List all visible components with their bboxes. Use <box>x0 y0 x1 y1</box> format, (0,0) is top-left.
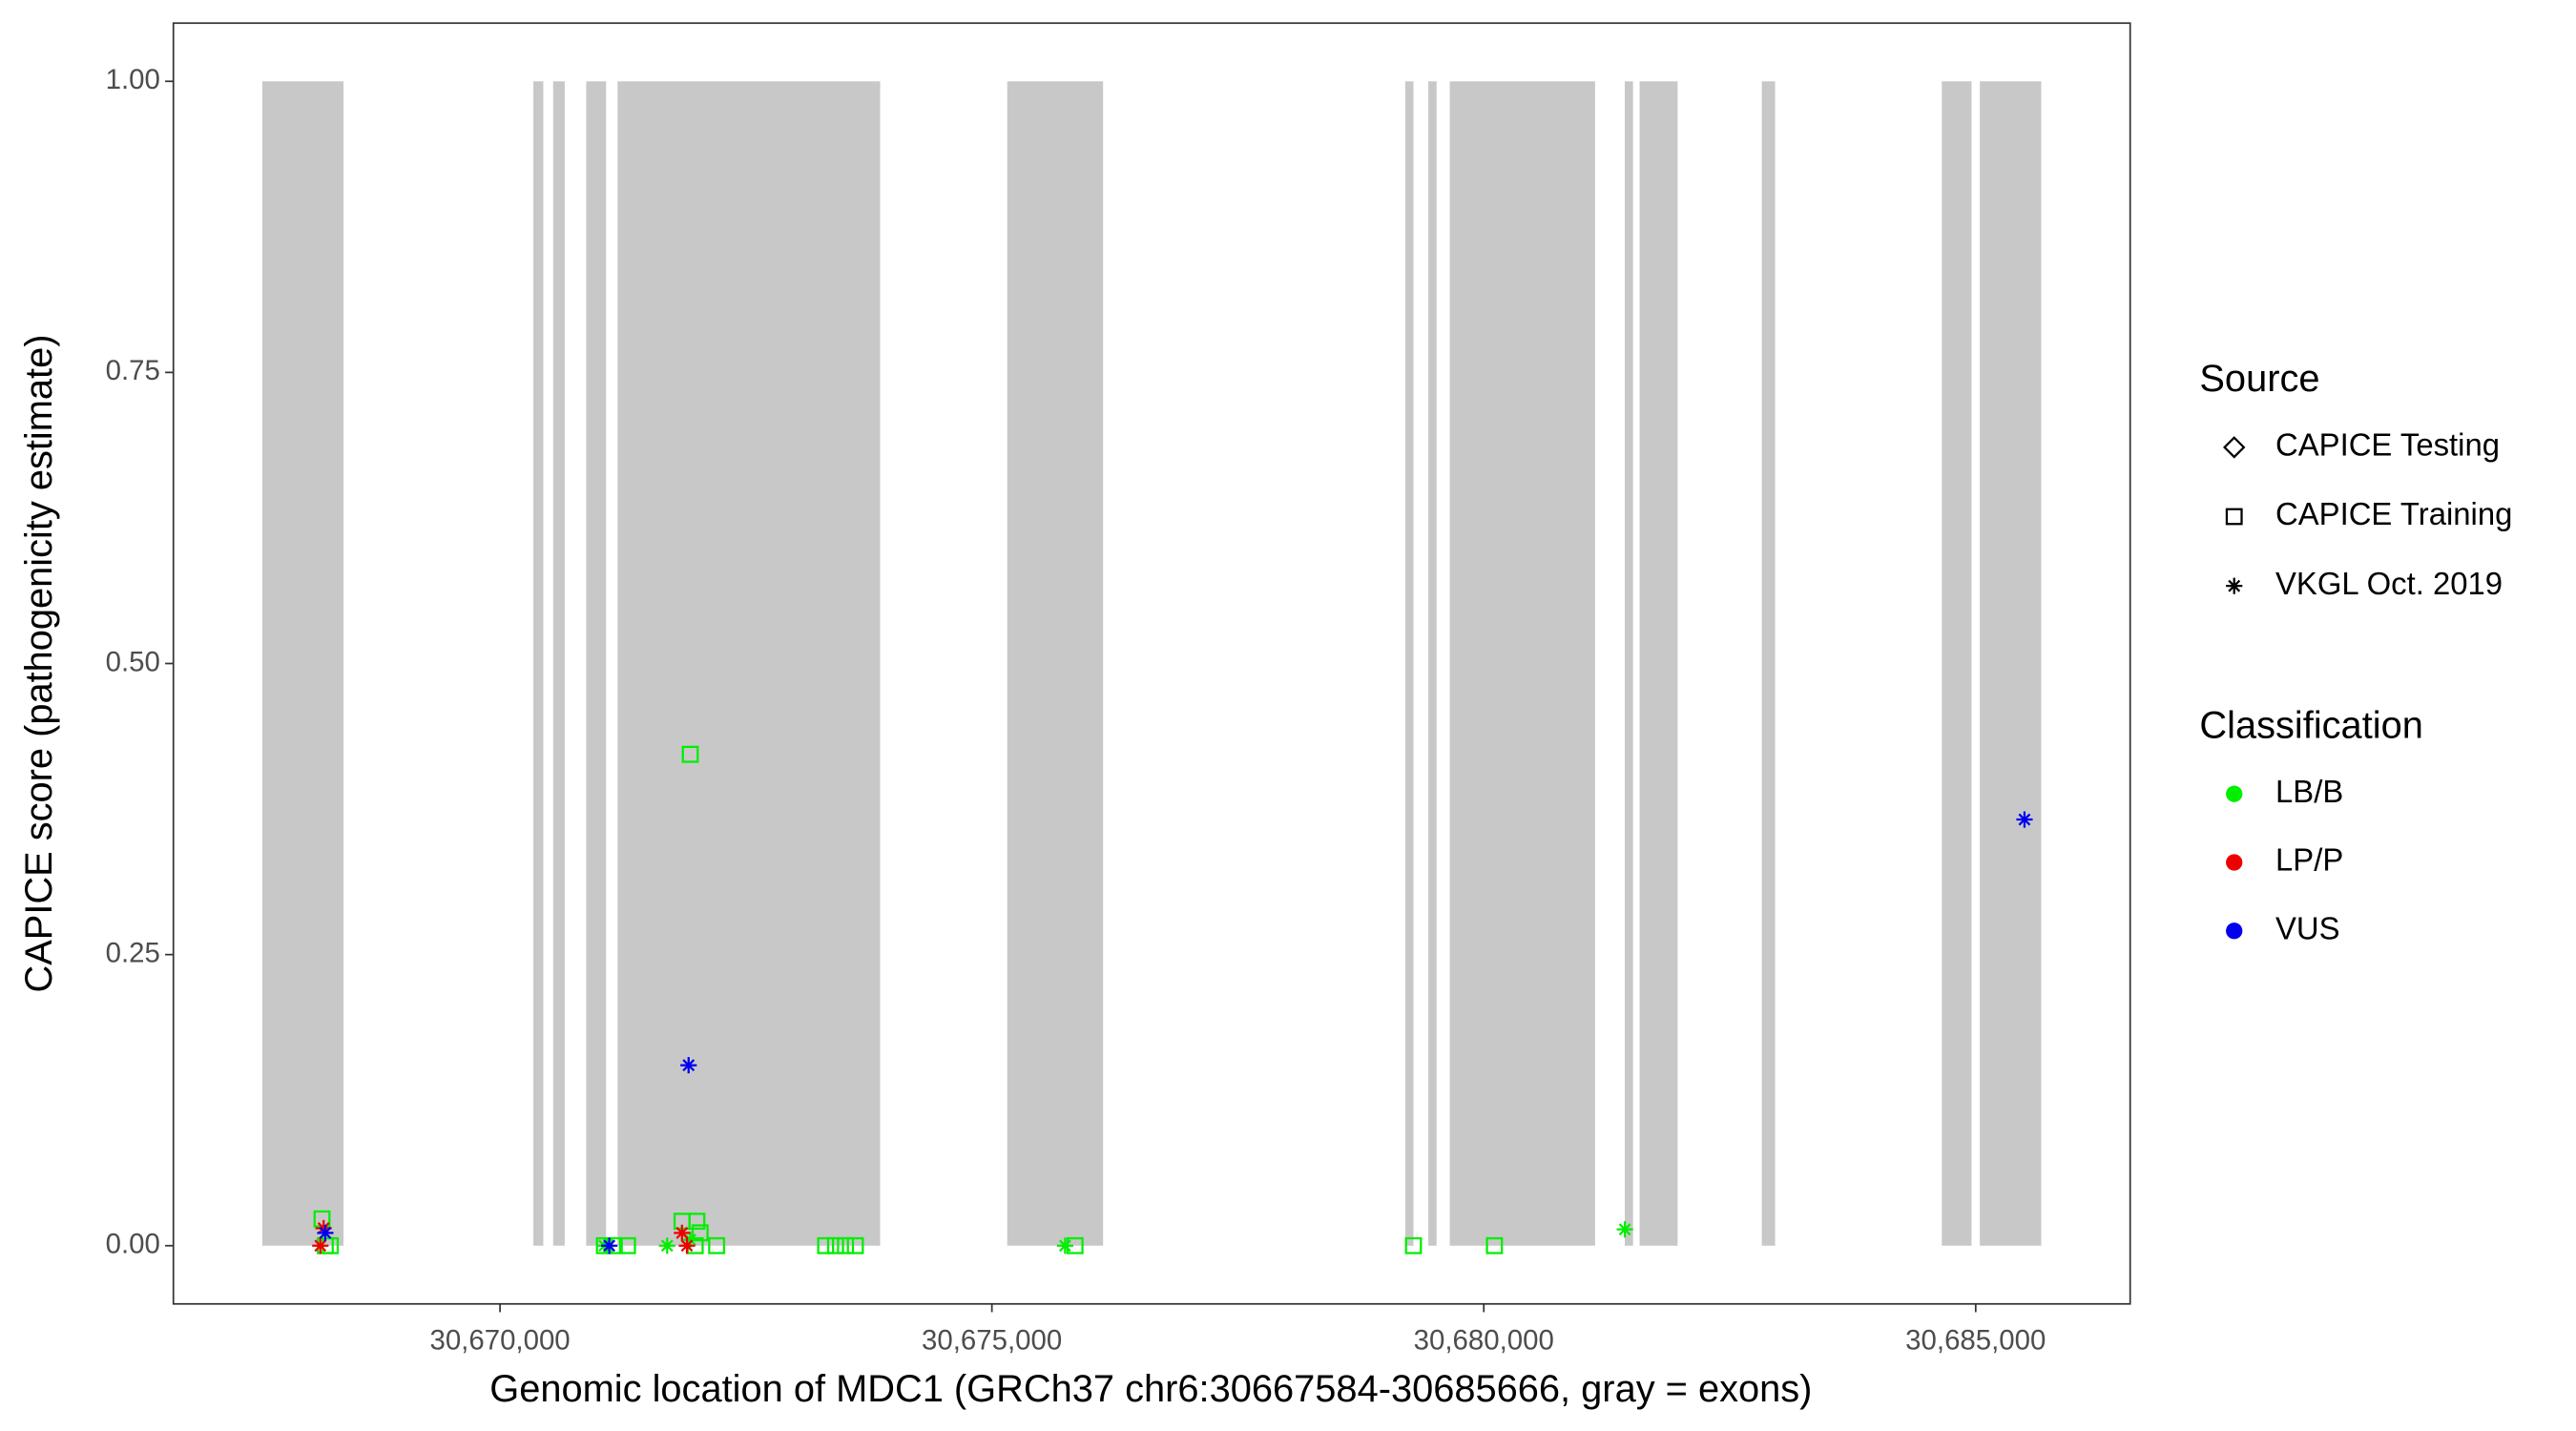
exon <box>1428 81 1437 1246</box>
legend-label: CAPICE Testing <box>2275 427 2500 463</box>
legend-label: VKGL Oct. 2019 <box>2275 566 2503 601</box>
point <box>313 1210 331 1228</box>
exon <box>261 81 344 1246</box>
legend-key <box>2223 436 2246 459</box>
legend-label: LP/P <box>2275 842 2343 878</box>
exon <box>1624 81 1633 1246</box>
exon <box>1980 81 2042 1246</box>
y-tick-label: 0.00 <box>106 1229 160 1260</box>
point <box>618 1236 636 1255</box>
point <box>680 1057 697 1074</box>
x-tick-label: 30,670,000 <box>429 1324 570 1356</box>
legend-key <box>2226 923 2243 940</box>
point <box>691 1224 709 1242</box>
point <box>1404 1236 1423 1255</box>
point <box>315 1219 332 1237</box>
legend-key <box>2226 785 2243 802</box>
point <box>708 1236 726 1255</box>
point <box>601 1237 618 1255</box>
legend-title: Classification <box>2199 704 2422 746</box>
exon <box>1639 81 1678 1246</box>
exon <box>1404 81 1414 1246</box>
plot-border <box>172 22 2131 1305</box>
point <box>846 1236 864 1255</box>
exon <box>617 81 881 1246</box>
point <box>681 1232 699 1249</box>
point <box>312 1237 329 1255</box>
y-axis-title: CAPICE score (pathogenicity estimate) <box>18 335 60 993</box>
legend-label: CAPICE Training <box>2275 496 2512 531</box>
legend-key <box>2225 508 2243 526</box>
x-tick-label: 30,685,000 <box>1905 1324 2046 1356</box>
point <box>674 1224 691 1241</box>
y-tick-label: 1.00 <box>106 64 160 95</box>
exon <box>1007 81 1104 1246</box>
point <box>1616 1221 1633 1238</box>
point <box>688 1213 706 1231</box>
exon <box>1942 81 1972 1246</box>
legend-title: Source <box>2199 358 2319 400</box>
x-tick-label: 30,680,000 <box>1414 1324 1554 1356</box>
exon <box>552 81 565 1246</box>
exon <box>1449 81 1595 1246</box>
y-tick-label: 0.75 <box>106 355 160 386</box>
point <box>317 1224 334 1241</box>
point <box>2016 811 2033 828</box>
point <box>678 1237 696 1255</box>
x-tick-label: 30,675,000 <box>922 1324 1062 1356</box>
point <box>1056 1237 1073 1255</box>
point <box>681 745 699 763</box>
exon <box>586 81 607 1246</box>
point <box>658 1237 675 1255</box>
y-tick-label: 0.50 <box>106 646 160 677</box>
legend-label: VUS <box>2275 910 2340 945</box>
x-axis-title: Genomic location of MDC1 (GRCh37 chr6:30… <box>489 1368 1812 1410</box>
point <box>1485 1236 1504 1255</box>
legend-key <box>2226 854 2243 871</box>
exon <box>1761 81 1776 1246</box>
legend-label: LB/B <box>2275 774 2343 809</box>
exon <box>533 81 544 1246</box>
y-tick-label: 0.25 <box>106 937 160 968</box>
legend-key <box>2226 577 2243 594</box>
